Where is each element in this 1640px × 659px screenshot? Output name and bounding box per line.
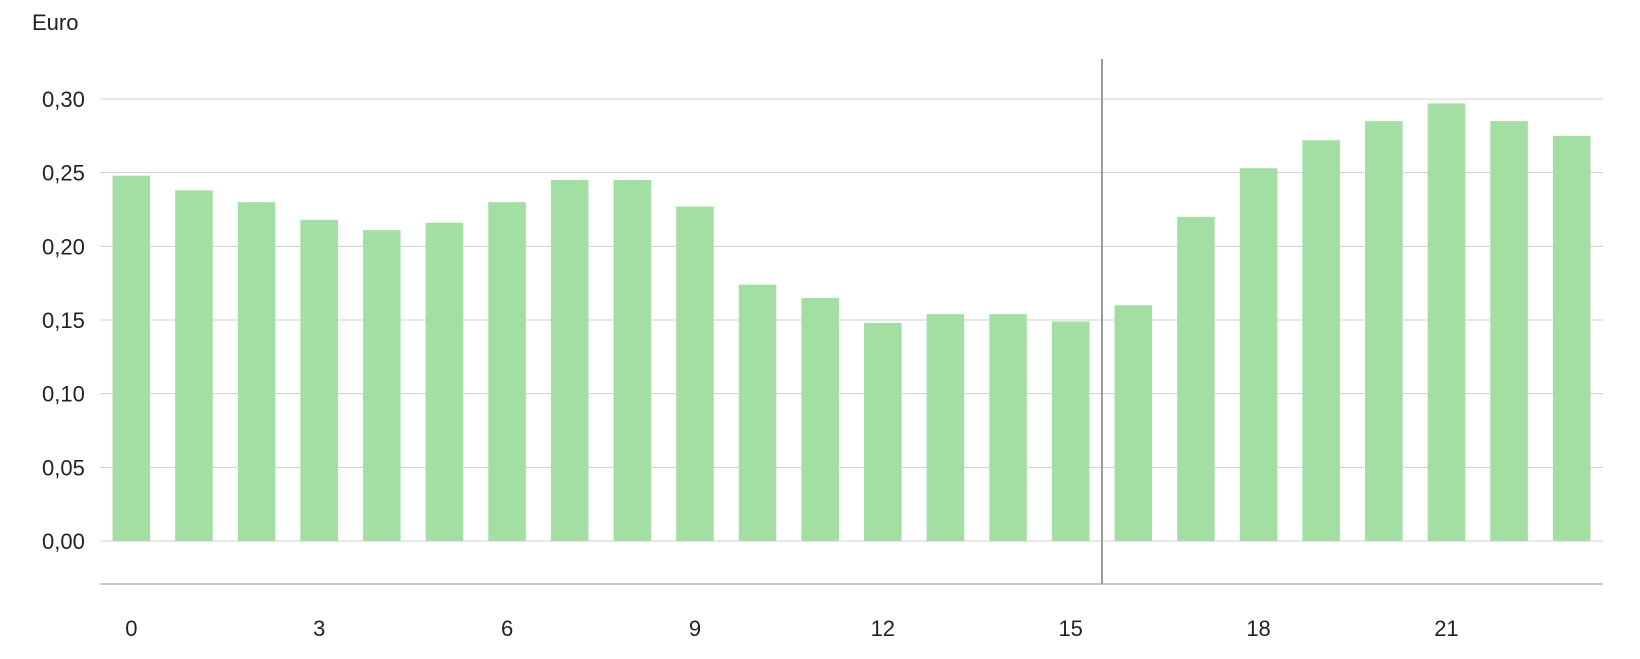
bar	[1051, 321, 1090, 541]
y-tick-label: 0,20	[42, 234, 85, 259]
y-tick-label: 0,25	[42, 161, 85, 186]
y-tick-label: 0,15	[42, 308, 85, 333]
bar	[1365, 121, 1403, 541]
bar	[112, 175, 151, 541]
bar	[864, 322, 902, 541]
bars	[112, 103, 1591, 542]
bar	[1177, 216, 1215, 541]
bar	[676, 206, 714, 541]
bar	[300, 219, 338, 541]
bar	[1490, 121, 1528, 541]
x-tick-label: 12	[871, 616, 895, 641]
x-tick-label: 6	[501, 616, 513, 641]
bar	[425, 222, 464, 541]
x-tick-label: 21	[1434, 616, 1458, 641]
bar	[488, 202, 526, 541]
tick-labels: 0,00 0,05 0,10 0,15 0,20 0,25 0,30 0 3 6 9 12 15 18 21	[42, 87, 1459, 641]
bar	[1302, 140, 1340, 541]
y-axis-unit-label: Euro	[32, 10, 79, 35]
x-tick-label: 9	[689, 616, 701, 641]
x-tick-label: 0	[125, 616, 137, 641]
bar	[1552, 135, 1591, 542]
y-tick-label: 0,30	[42, 87, 85, 112]
bar	[613, 180, 652, 542]
x-tick-label: 3	[313, 616, 325, 641]
bar	[237, 202, 276, 541]
axes	[100, 59, 1603, 585]
y-tick-label: 0,00	[42, 529, 85, 554]
bar	[1239, 168, 1278, 541]
y-tick-label: 0,05	[42, 455, 85, 480]
bar	[1427, 103, 1466, 542]
bar	[989, 314, 1027, 541]
bar	[175, 190, 213, 541]
x-tick-label: 15	[1058, 616, 1082, 641]
bar	[550, 180, 589, 542]
x-tick-label: 18	[1246, 616, 1270, 641]
bar	[1114, 305, 1153, 541]
gridlines	[100, 98, 1603, 542]
bar	[738, 284, 777, 541]
bar	[801, 297, 839, 541]
y-tick-label: 0,10	[42, 382, 85, 407]
bar	[926, 314, 965, 541]
bar	[363, 230, 401, 542]
